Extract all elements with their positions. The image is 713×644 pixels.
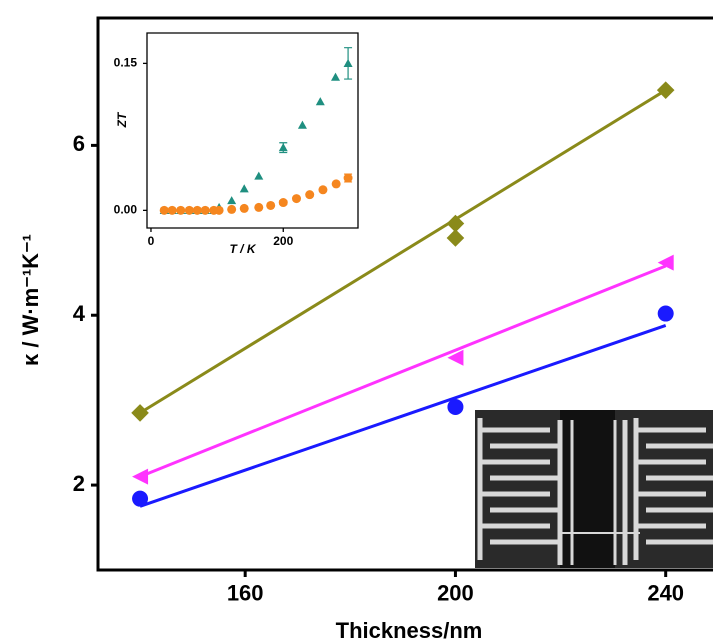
point — [315, 97, 325, 106]
point — [657, 254, 674, 271]
x-tick-label: 0 — [148, 234, 155, 248]
point — [239, 203, 249, 213]
point — [446, 229, 465, 247]
plot-background — [147, 33, 358, 228]
point — [331, 72, 341, 81]
point — [343, 58, 353, 67]
x-tick-label: 240 — [647, 580, 684, 605]
point — [656, 81, 675, 99]
point — [266, 200, 276, 210]
y-tick-label: 0.15 — [114, 56, 138, 70]
y-axis-label: ZT — [115, 111, 129, 128]
point — [278, 143, 288, 152]
y-tick-label: 2 — [73, 471, 85, 496]
point — [167, 205, 177, 215]
fit-line — [139, 88, 667, 415]
point — [343, 173, 353, 183]
x-axis-label: T / K — [230, 242, 257, 256]
point — [657, 305, 674, 322]
point — [214, 205, 224, 215]
x-tick-label: 160 — [227, 580, 264, 605]
point — [446, 214, 465, 233]
point — [447, 349, 464, 366]
y-axis-label: κ / W·m⁻¹K⁻¹ — [18, 234, 43, 366]
point — [159, 205, 169, 215]
point — [132, 490, 149, 507]
point — [131, 404, 149, 422]
point — [291, 194, 301, 204]
x-tick-label: 200 — [273, 234, 293, 248]
axis-frame — [146, 32, 359, 229]
point — [318, 185, 328, 195]
fit-line — [139, 324, 667, 508]
point — [254, 202, 264, 212]
point — [297, 120, 307, 129]
point — [239, 184, 249, 193]
axis-frame — [96, 16, 713, 572]
x-tick-label: 200 — [437, 580, 474, 605]
x-axis-label: Thickness/nm — [336, 618, 483, 643]
point — [192, 205, 202, 215]
point — [227, 196, 237, 205]
y-tick-label: 6 — [73, 131, 85, 156]
y-tick-label: 4 — [73, 301, 86, 326]
y-tick-label: 0.00 — [114, 203, 138, 217]
point — [447, 398, 464, 415]
point — [278, 198, 288, 208]
point — [184, 205, 194, 215]
point — [331, 179, 341, 189]
point — [227, 204, 237, 214]
point — [132, 468, 149, 485]
point — [254, 171, 264, 180]
point — [305, 190, 315, 200]
point — [200, 205, 210, 215]
point — [176, 205, 186, 215]
fit-line — [139, 264, 667, 478]
sem-image — [475, 410, 713, 568]
